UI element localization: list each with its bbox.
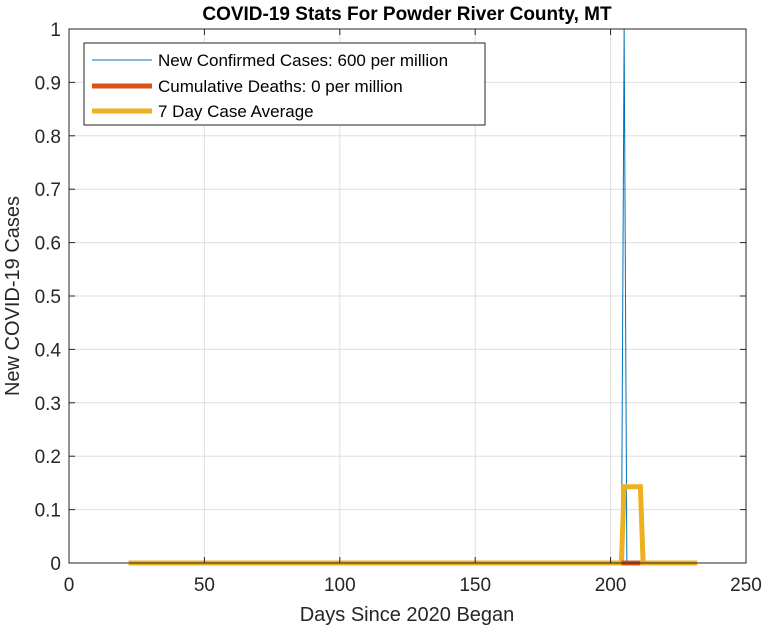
y-tick-label: 0.6 (35, 234, 61, 255)
x-axis-ticks: 0 50 100 150 200 250 (64, 29, 762, 596)
x-tick-label: 200 (595, 575, 627, 596)
legend-label-7day-average: 7 Day Case Average (158, 102, 314, 121)
y-tick-label: 0.4 (35, 340, 62, 361)
legend-label-deaths: Cumulative Deaths: 0 per million (158, 77, 403, 96)
y-tick-label: 0.1 (35, 501, 61, 522)
x-tick-label: 100 (324, 575, 356, 596)
y-tick-label: 0.8 (35, 127, 61, 148)
y-axis-ticks: 0 0.1 0.2 0.3 0.4 0.5 0.6 0.7 0.8 0.9 1 (35, 20, 746, 575)
y-tick-label: 0.3 (35, 394, 61, 415)
x-axis-label: Days Since 2020 Began (300, 604, 515, 626)
y-tick-label: 0.2 (35, 447, 61, 468)
x-tick-label: 0 (64, 575, 75, 596)
y-tick-label: 0.9 (35, 73, 61, 94)
y-tick-label: 1 (50, 20, 61, 41)
y-tick-label: 0 (50, 554, 61, 575)
legend-label-new-cases: New Confirmed Cases: 600 per million (158, 51, 448, 70)
legend: New Confirmed Cases: 600 per million Cum… (83, 42, 486, 126)
x-tick-label: 250 (730, 575, 762, 596)
y-tick-label: 0.5 (35, 287, 61, 308)
y-axis-label: New COVID-19 Cases (2, 196, 24, 396)
chart-title: COVID-19 Stats For Powder River County, … (202, 4, 612, 25)
y-tick-label: 0.7 (35, 180, 61, 201)
x-tick-label: 50 (194, 575, 215, 596)
x-tick-label: 150 (459, 575, 491, 596)
